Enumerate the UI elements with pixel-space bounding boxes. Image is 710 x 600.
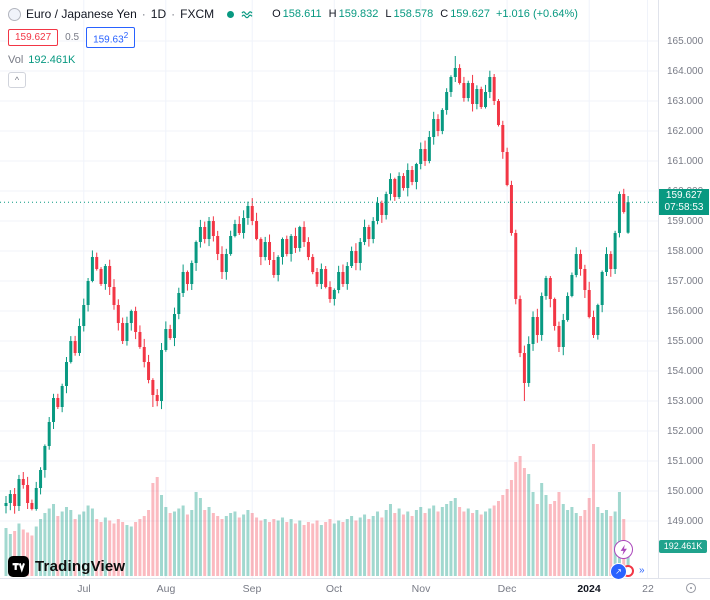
close-value: 159.627 — [450, 8, 490, 20]
price-tick-label: 159.000 — [667, 216, 704, 227]
low-value: 158.578 — [393, 8, 434, 20]
price-tick-label: 161.000 — [667, 156, 704, 167]
price-axis[interactable]: 165.000164.000163.000162.000161.000160.0… — [658, 0, 710, 578]
tradingview-wordmark: TradingView — [35, 558, 126, 575]
time-tick-label: Dec — [497, 583, 517, 595]
volume-axis-label: 192.461K — [659, 540, 707, 553]
time-tick-label: 22 — [642, 583, 654, 595]
price-tick-label: 151.000 — [667, 456, 704, 467]
time-tick-label: Aug — [156, 583, 176, 595]
symbol-title[interactable]: Euro / Japanese Yen — [26, 7, 137, 21]
price-tick-label: 152.000 — [667, 426, 704, 437]
ask-sup-digit: 2 — [123, 30, 129, 40]
tradingview-mark-icon — [8, 556, 29, 577]
symbol-logo-icon — [8, 7, 21, 21]
price-tick-label: 150.000 — [667, 486, 704, 497]
open-letter: O — [272, 8, 281, 20]
time-tick-label: 2024 — [577, 583, 601, 595]
low-letter: L — [385, 8, 392, 20]
price-tick-label: 165.000 — [667, 36, 704, 47]
time-tick-label: Sep — [242, 583, 262, 595]
high-letter: H — [328, 8, 337, 20]
bid-price-button[interactable]: 159.627 — [8, 29, 59, 47]
ask-price-button[interactable]: 159.632 — [86, 27, 136, 49]
market-status-wave-icon[interactable] — [241, 10, 254, 19]
interval-label[interactable]: 1D — [150, 7, 167, 21]
price-tick-label: 153.000 — [667, 396, 704, 407]
last-price-value: 159.627 — [665, 190, 703, 201]
bar-close-countdown: 07:58:53 — [664, 202, 704, 213]
price-tick-label: 154.000 — [667, 366, 704, 377]
price-tick-label: 163.000 — [667, 96, 704, 107]
quick-alert-lightning-button[interactable] — [614, 540, 633, 559]
price-tick-label: 162.000 — [667, 126, 704, 137]
trade-buttons-cluster: ↗ » — [608, 563, 658, 580]
separator: · — [171, 7, 176, 21]
change-value: +1.016 (+0.64%) — [495, 8, 578, 20]
floating-action-buttons: ↗ » — [608, 540, 658, 580]
close-letter: C — [440, 8, 449, 20]
last-price-label[interactable]: 159.627 07:58:53 — [659, 189, 709, 215]
time-tick-label: Oct — [325, 583, 343, 595]
price-tick-label: 164.000 — [667, 66, 704, 77]
open-value: 158.611 — [282, 8, 322, 20]
ohlc-readout: O 158.611 H 159.832 L 158.578 C 159.627 … — [267, 8, 578, 20]
price-tick-label: 149.000 — [667, 516, 704, 527]
volume-legend-label[interactable]: Vol — [8, 54, 24, 67]
time-tick-label: Jul — [77, 583, 91, 595]
chart-legend: Euro / Japanese Yen · 1D · FXCM O 158.61… — [8, 5, 578, 89]
exchange-label[interactable]: FXCM — [180, 7, 215, 21]
tradingview-logo[interactable]: TradingView — [8, 556, 125, 577]
time-axis[interactable]: Jul Aug Sep Oct Nov Dec 2024 22 — [0, 578, 710, 600]
candlestick-chart-canvas[interactable] — [0, 0, 658, 578]
high-value: 159.832 — [338, 8, 379, 20]
ask-value: 159.63 — [93, 34, 124, 46]
price-tick-label: 158.000 — [667, 246, 704, 257]
separator: · — [141, 7, 146, 21]
price-tick-label: 156.000 — [667, 306, 704, 317]
time-tick-label: Nov — [411, 583, 431, 595]
expand-chevron-icon[interactable]: » — [639, 565, 645, 576]
volume-legend-value: 192.461K — [28, 54, 76, 67]
price-tick-label: 155.000 — [667, 336, 704, 347]
price-tick-label: 157.000 — [667, 276, 704, 287]
series-visibility-dot-icon[interactable] — [227, 10, 235, 18]
legend-collapse-button[interactable]: ^ — [8, 72, 26, 89]
buy-arrow-button[interactable]: ↗ — [610, 563, 627, 580]
spread-value: 0.5 — [65, 32, 80, 44]
timezone-clock-icon[interactable] — [686, 583, 696, 593]
